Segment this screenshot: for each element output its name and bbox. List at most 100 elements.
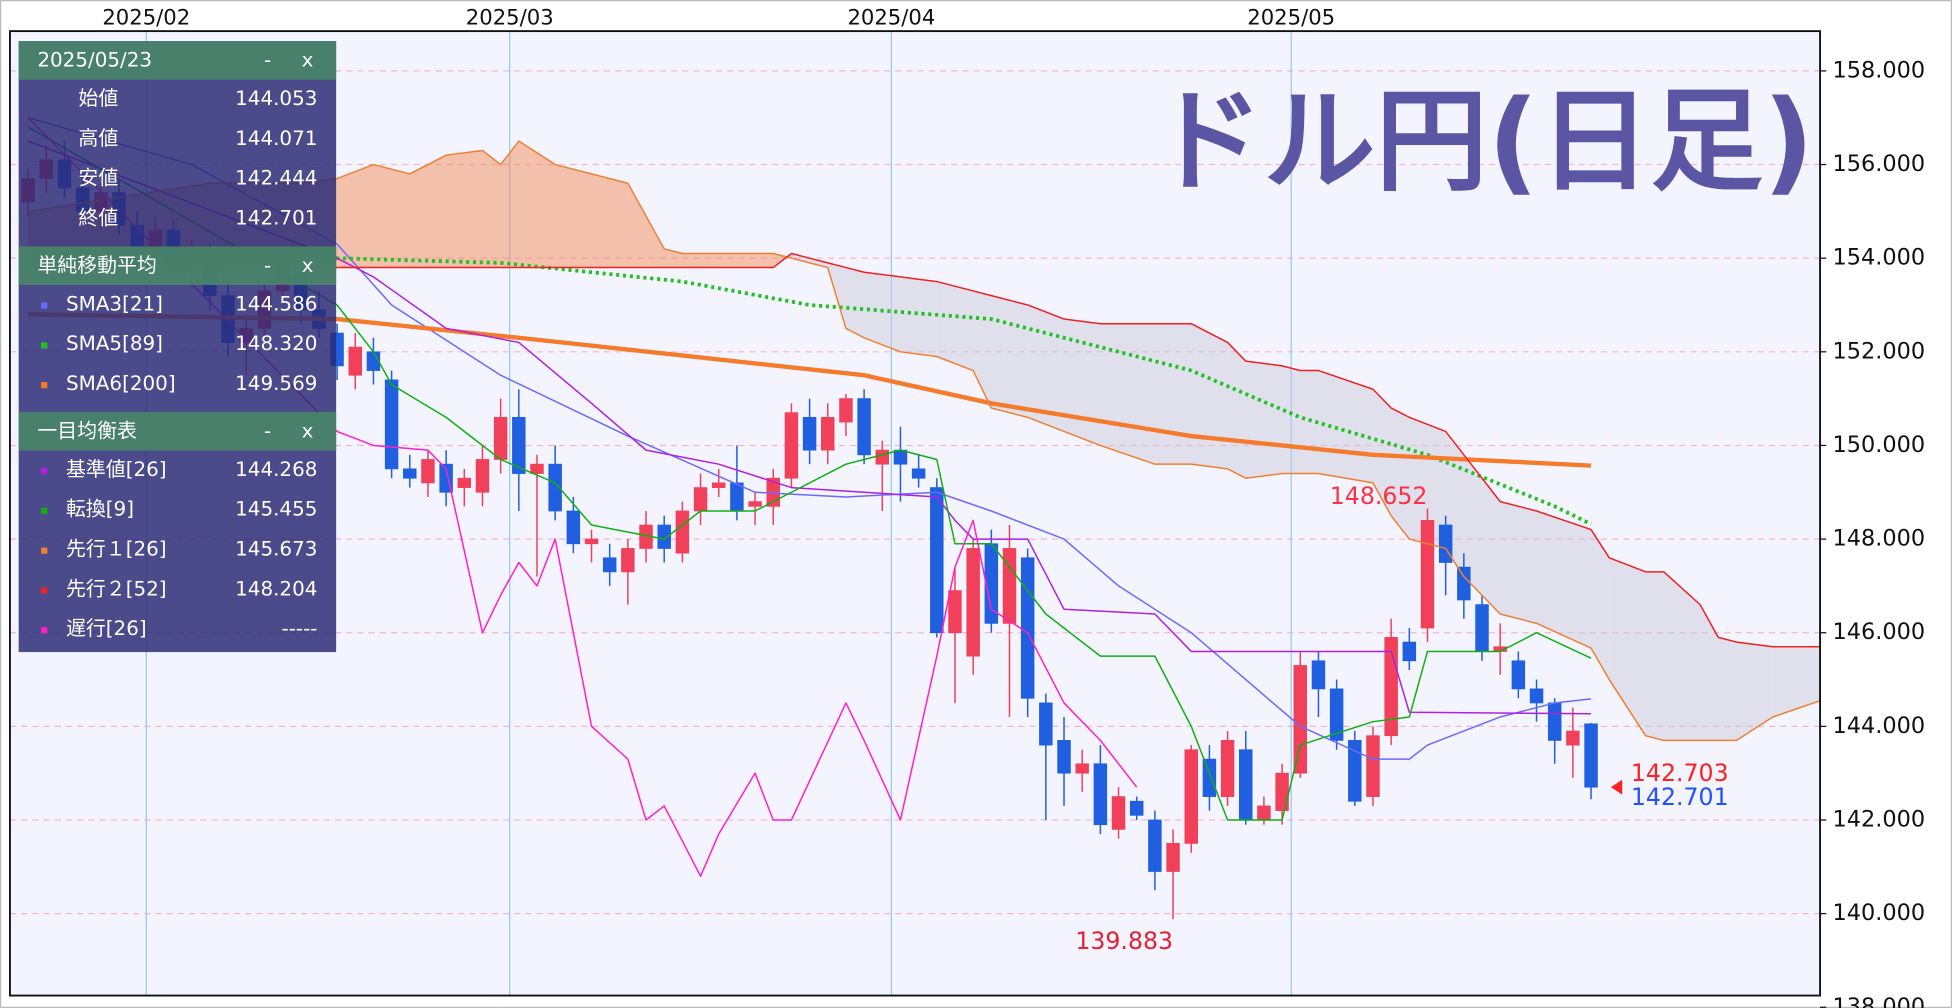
ohlc-value: 142.444 <box>235 167 317 190</box>
candle-body <box>530 463 544 474</box>
cloud <box>718 253 774 268</box>
legend-swatch <box>41 342 48 349</box>
y-tick-label: 142.000 <box>1832 806 1925 832</box>
legend-name: 基準値[26] <box>66 458 167 481</box>
cloud <box>682 253 719 268</box>
candle-body <box>875 449 890 465</box>
cloud <box>1609 557 1646 736</box>
cloud <box>1700 604 1719 741</box>
candle-body <box>1511 660 1526 690</box>
legend-swatch <box>41 382 48 389</box>
legend-name: 先行２[52] <box>66 577 167 600</box>
candle-body <box>475 459 490 493</box>
cloud <box>1500 501 1537 624</box>
panel-header-title: 単純移動平均 <box>37 254 156 277</box>
legend-value: ----- <box>282 617 318 640</box>
candle-body <box>1420 519 1435 629</box>
candle-body <box>1584 723 1598 788</box>
candle-body <box>1129 800 1144 816</box>
candle-body <box>1239 749 1253 821</box>
cloud <box>1645 571 1664 741</box>
cloud <box>1736 642 1773 741</box>
legend-name: SMA3[21] <box>66 292 163 315</box>
panel-close[interactable]: x <box>302 48 314 71</box>
cloud <box>1154 323 1192 465</box>
cloud <box>1391 407 1410 540</box>
candle-body <box>839 398 853 423</box>
cloud <box>518 141 556 268</box>
candle-body <box>1166 843 1180 872</box>
axes: 138.000 140.000 142.000 144.000 146.000 148.0… <box>102 5 1925 1008</box>
cloud <box>1718 637 1737 741</box>
candle-body <box>1547 702 1562 741</box>
candle-body <box>748 501 762 507</box>
panel-minimize[interactable]: - <box>264 48 271 71</box>
cloud <box>1064 319 1101 446</box>
candle-body <box>403 468 417 479</box>
y-tick-label: 150.000 <box>1832 432 1925 458</box>
candle-body <box>457 477 472 488</box>
legend-name: SMA6[200] <box>66 372 176 395</box>
candle-body <box>584 538 599 545</box>
legend-value: 144.586 <box>235 292 317 315</box>
cloud <box>1463 454 1501 614</box>
indicator-line <box>28 256 1592 526</box>
cloud <box>482 150 501 268</box>
candle-body <box>1184 749 1198 844</box>
indicator-line <box>27 140 1592 715</box>
cloud <box>664 248 683 268</box>
legend-name: 先行１[26] <box>66 538 167 561</box>
cloud <box>1027 304 1065 432</box>
info-panel: 2025/05/23 - x 始値 144.053 高値 144.071 安値 142.444 終… <box>18 41 337 653</box>
panel-close[interactable]: x <box>302 254 314 277</box>
chart-title: ドル円(日足) <box>1152 77 1815 207</box>
cloud <box>1227 342 1246 479</box>
candle-body <box>1075 763 1089 774</box>
legend-swatch <box>41 467 48 475</box>
legend-swatch <box>41 627 48 634</box>
cloud <box>845 267 865 338</box>
panel-close[interactable]: x <box>302 419 314 442</box>
cloud <box>446 150 483 268</box>
y-tick-label: 144.000 <box>1832 713 1925 739</box>
legend-swatch <box>41 507 48 514</box>
cloud <box>1372 389 1392 516</box>
panel-header <box>18 411 337 451</box>
candle-body <box>1220 740 1235 797</box>
candle-body <box>730 482 744 512</box>
cloud <box>337 164 374 268</box>
cloud <box>809 258 828 268</box>
candle-body <box>1566 730 1580 746</box>
cloud <box>991 295 1028 418</box>
panel-minimize[interactable]: - <box>264 419 271 442</box>
cloud <box>1772 646 1821 717</box>
candle-body <box>548 463 562 512</box>
candle-body <box>512 416 526 474</box>
indicator-line <box>27 117 1138 877</box>
candle-body <box>1329 688 1344 741</box>
candle-body <box>1438 524 1453 563</box>
ohlc-value: 144.053 <box>235 87 317 110</box>
ohlc-label: 始値 <box>78 87 118 110</box>
candle-body <box>1020 557 1035 699</box>
cloud <box>1191 323 1228 469</box>
candle-body <box>602 557 617 573</box>
y-tick-label: 156.000 <box>1832 151 1925 177</box>
candle-body <box>1148 819 1162 872</box>
candle-body <box>784 412 799 479</box>
candle-body <box>1293 665 1308 774</box>
legend-value: 149.569 <box>235 372 317 395</box>
panel-minimize[interactable]: - <box>264 254 271 277</box>
panel-header-title: 一目均衡表 <box>37 419 137 442</box>
candle-body <box>930 487 944 634</box>
panel-background <box>18 41 337 653</box>
legend-swatch <box>41 302 48 309</box>
legend-swatch <box>41 587 48 594</box>
candle-body <box>1311 660 1326 690</box>
ohlc-value: 144.071 <box>235 127 317 150</box>
ohlc-value: 142.701 <box>235 207 317 230</box>
legend-name: 遅行[26] <box>66 617 147 640</box>
high-label: 148.652 <box>1330 482 1428 510</box>
